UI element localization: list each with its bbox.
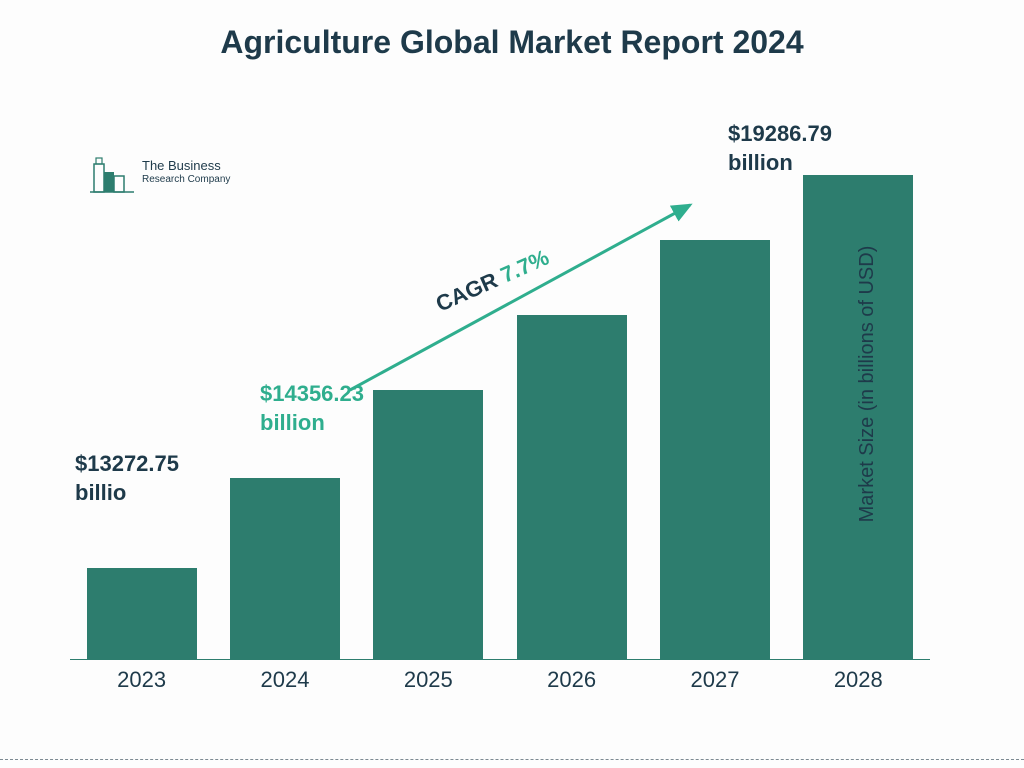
chart-area: 2023 2024 2025 2026 2027 2028 [70,140,930,700]
x-axis-labels: 2023 2024 2025 2026 2027 2028 [70,660,930,700]
chart-title: Agriculture Global Market Report 2024 [0,24,1024,61]
x-label-2028: 2028 [803,667,913,693]
bar-2026 [517,315,627,660]
x-label-2025: 2025 [373,667,483,693]
y-axis-label: Market Size (in billions of USD) [856,246,879,523]
bar-rect-2024 [230,478,340,660]
footer-divider [0,759,1024,760]
x-label-2027: 2027 [660,667,770,693]
data-label-0: $13272.75 billio [75,450,205,507]
bar-2024 [230,478,340,660]
bar-rect-2027 [660,240,770,660]
data-label-1: $14356.23 billion [260,380,390,437]
bar-rect-2026 [517,315,627,660]
bar-2027 [660,240,770,660]
x-label-2026: 2026 [517,667,627,693]
chart-bars [70,140,930,660]
data-label-2: $19286.79 billion [728,120,858,177]
bar-2023 [87,568,197,660]
x-label-2024: 2024 [230,667,340,693]
bar-rect-2023 [87,568,197,660]
x-label-2023: 2023 [87,667,197,693]
